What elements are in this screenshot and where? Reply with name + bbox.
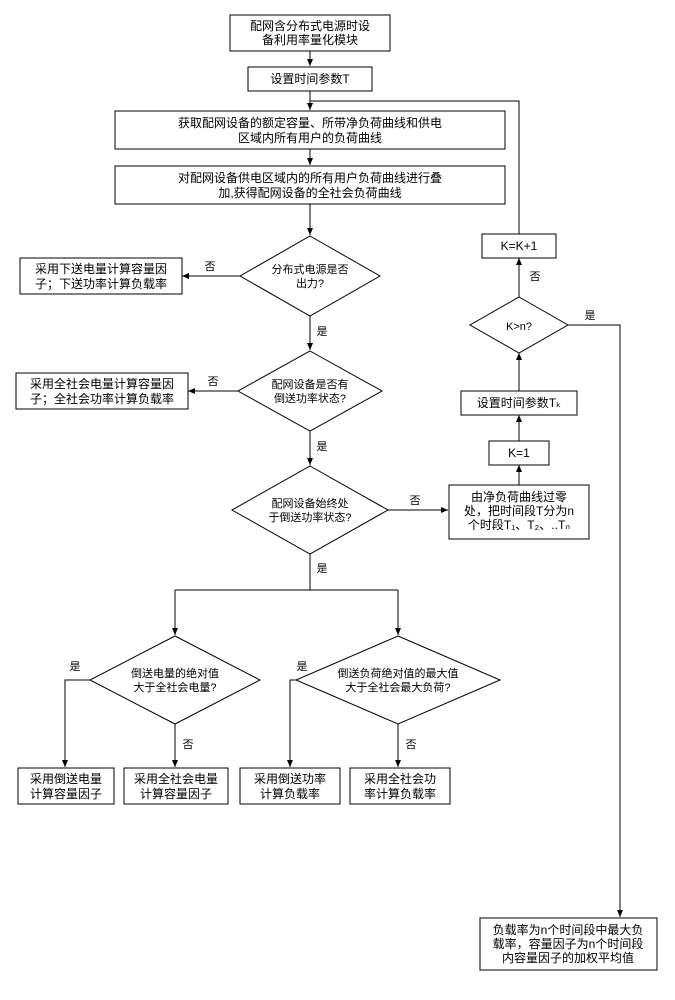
n7-l3: 个时段T₁、T₂、..Tₙ bbox=[468, 517, 570, 532]
d5-yes: 是 bbox=[70, 660, 81, 673]
d5-no: 否 bbox=[183, 739, 194, 751]
d1-l2: 出力? bbox=[296, 276, 324, 290]
d5-l1: 倒送电量的绝对值 bbox=[131, 666, 219, 680]
n4-l2: 加,获得配网设备的全社会负荷曲线 bbox=[218, 185, 401, 200]
d4-no: 否 bbox=[530, 271, 541, 283]
n12-l1: 采用全社会电量 bbox=[134, 771, 218, 786]
n15-l2: 载率，容量因子为n个时间段 bbox=[493, 936, 644, 951]
d6-l2: 大于全社会最大负荷? bbox=[345, 680, 450, 694]
n14-l1: 采用全社会功 bbox=[364, 771, 436, 786]
n7-l2: 处，把时间段T分为n bbox=[464, 503, 574, 518]
d3-l1: 配网设备始终处 bbox=[272, 496, 349, 510]
d1-l1: 分布式电源是否 bbox=[272, 262, 349, 276]
n15-l1: 负载率为n个时间段中最大负 bbox=[493, 922, 644, 937]
d1-yes: 是 bbox=[317, 325, 328, 338]
n11-l2: 计算容量因子 bbox=[30, 786, 102, 801]
d6-no: 否 bbox=[406, 739, 417, 751]
n14-l2: 率计算负载率 bbox=[364, 786, 436, 801]
d6-l1: 倒送负荷绝对值的最大值 bbox=[338, 666, 459, 680]
d6-yes: 是 bbox=[297, 660, 308, 673]
n5-l1: 采用下送电量计算容量因 bbox=[35, 261, 167, 276]
diamond-reverse-load bbox=[296, 636, 500, 724]
n12-l2: 计算容量因子 bbox=[140, 786, 212, 801]
n3-l1: 获取配网设备的额定容量、所带净负荷曲线和供电 bbox=[178, 115, 442, 130]
n13-l1: 采用倒送功率 bbox=[254, 771, 326, 786]
d3-no: 否 bbox=[410, 495, 421, 507]
n2-l1: 设置时间参数T bbox=[270, 71, 350, 86]
diamond-dg-output bbox=[240, 236, 380, 316]
diamond-reverse-power bbox=[238, 351, 382, 431]
d3-yes: 是 bbox=[317, 562, 328, 575]
n6-l1: 采用全社会电量计算容量因 bbox=[30, 376, 174, 391]
n9-l1: 设置时间参数Tₖ bbox=[477, 395, 561, 410]
n8-l1: K=1 bbox=[508, 446, 530, 460]
diamond-reverse-energy bbox=[90, 636, 260, 724]
n6-l2: 子；全社会功率计算负载率 bbox=[30, 391, 174, 406]
n1-l2: 备利用率量化模块 bbox=[262, 32, 358, 47]
n11-l1: 采用倒送电量 bbox=[30, 771, 102, 786]
d2-l1: 配网设备是否有 bbox=[272, 377, 349, 391]
n10-l1: K=K+1 bbox=[501, 239, 538, 253]
d4-l1: K>n? bbox=[506, 321, 532, 333]
d5-l2: 大于全社会电量? bbox=[133, 680, 216, 694]
d2-l2: 倒送功率状态? bbox=[274, 391, 346, 405]
n13-l2: 计算负载率 bbox=[260, 786, 320, 801]
n5-l2: 子；下送功率计算负载率 bbox=[35, 276, 167, 291]
d2-yes: 是 bbox=[317, 440, 328, 453]
d1-no: 否 bbox=[205, 261, 216, 273]
d2-no: 否 bbox=[208, 376, 219, 388]
n3-l2: 区域内所有用户的负荷曲线 bbox=[238, 130, 382, 145]
n1-l1: 配网含分布式电源时设 bbox=[250, 18, 370, 33]
d3-l2: 于倒送功率状态? bbox=[268, 510, 351, 524]
n4-l1: 对配网设备供电区域内的所有用户负荷曲线进行叠 bbox=[178, 170, 442, 185]
diamond-always-reverse bbox=[232, 466, 388, 554]
n7-l1: 由净负荷曲线过零 bbox=[471, 490, 567, 504]
d4-yes: 是 bbox=[585, 309, 596, 322]
n15-l3: 内容量因子的加权平均值 bbox=[502, 950, 634, 965]
